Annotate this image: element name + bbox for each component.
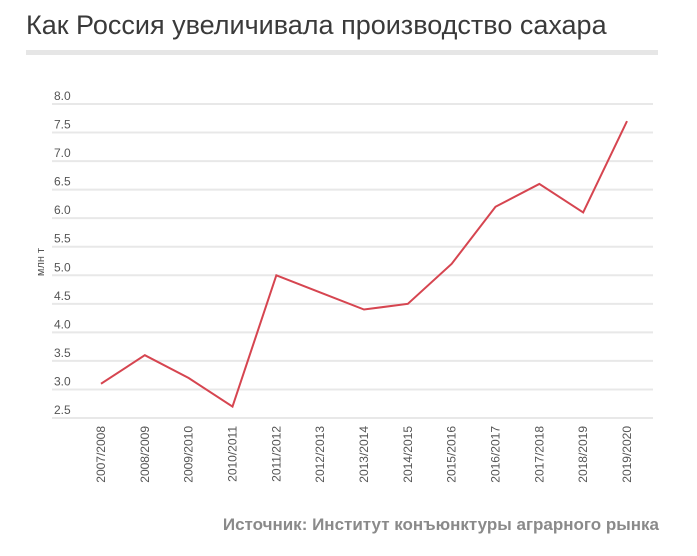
y-tick-label: 4.0 — [54, 317, 71, 331]
y-tick-label: 6.5 — [54, 175, 71, 189]
x-tick-label: 2016/2017 — [489, 426, 503, 483]
y-tick-label: 3.5 — [54, 346, 71, 360]
y-tick-label: 4.5 — [54, 289, 71, 303]
source-note: Источник: Институт конъюнктуры аграрного… — [222, 515, 659, 534]
title-divider — [26, 50, 658, 55]
y-axis-label: млн т — [35, 248, 47, 276]
series-line — [100, 120, 628, 409]
x-tick-label: 2019/2020 — [620, 426, 634, 483]
x-tick-label: 2009/2010 — [182, 426, 196, 483]
y-tick-label: 5.0 — [54, 260, 71, 274]
x-tick-label: 2015/2016 — [445, 426, 459, 483]
y-tick-label: 3.0 — [54, 374, 71, 388]
x-tick-label: 2013/2014 — [357, 426, 371, 483]
y-tick-label: 7.0 — [54, 146, 71, 160]
y-tick-label: 8.0 — [54, 89, 71, 103]
chart-title: Как Россия увеличивала производство саха… — [26, 10, 607, 40]
x-tick-label: 2007/2008 — [94, 426, 108, 483]
x-tick-label: 2011/2012 — [269, 426, 283, 482]
y-tick-label: 7.5 — [54, 118, 71, 132]
x-tick-label: 2010/2011 — [226, 426, 240, 482]
x-tick-label: 2018/2019 — [576, 426, 590, 483]
y-tick-label: 5.5 — [54, 232, 71, 246]
y-tick-label: 6.0 — [54, 203, 71, 217]
x-tick-label: 2017/2018 — [532, 426, 546, 483]
x-tick-label: 2008/2009 — [138, 426, 152, 483]
y-tick-label: 2.5 — [54, 403, 71, 417]
x-tick-label: 2014/2015 — [401, 426, 415, 483]
x-tick-label: 2012/2013 — [313, 426, 327, 483]
